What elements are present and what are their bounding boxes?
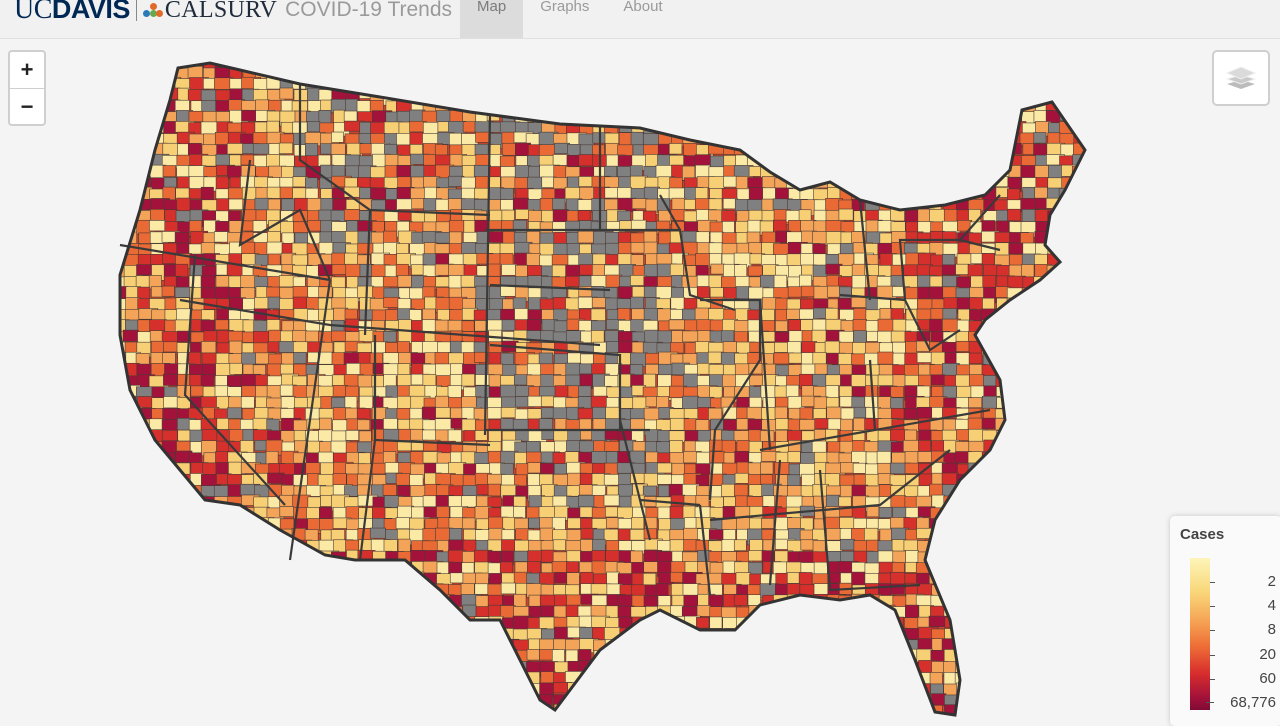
nav-tabs: Map Graphs About (460, 0, 680, 38)
legend-label: 68,776 (1230, 694, 1276, 711)
map-legend: Cases 2 4 8 20 60 68,776 (1170, 516, 1280, 726)
legend-color-scale (1190, 558, 1210, 710)
brand[interactable]: UCDAVIS CALSURV COVID-19 Trends (14, 0, 452, 30)
choropleth-map[interactable] (0, 38, 1280, 720)
layers-button[interactable] (1212, 50, 1270, 106)
legend-tick (1210, 630, 1215, 631)
zoom-control: + − (8, 50, 46, 126)
tab-about[interactable]: About (623, 0, 663, 15)
legend-label: 4 (1267, 597, 1276, 614)
legend-label: 8 (1267, 621, 1276, 638)
zoom-in-button[interactable]: + (10, 52, 44, 89)
legend-tick (1210, 582, 1215, 583)
legend-title: Cases (1180, 526, 1225, 543)
calsurv-logo-icon (142, 1, 163, 19)
logo-separator (135, 0, 137, 21)
tab-graphs[interactable]: Graphs (540, 0, 590, 15)
layers-icon (1226, 66, 1256, 89)
legend-tick (1210, 655, 1215, 656)
legend-label: 20 (1259, 646, 1276, 663)
state-borders (119, 85, 1001, 596)
legend-label: 60 (1259, 670, 1276, 687)
county-cells[interactable] (100, 50, 1119, 720)
zoom-out-button[interactable]: − (20, 94, 34, 119)
legend-label: 2 (1267, 573, 1276, 590)
navbar: UCDAVIS CALSURV COVID-19 Trends Map Grap… (0, 0, 1280, 39)
tab-map[interactable]: Map (460, 0, 524, 38)
app-title: COVID-19 Trends (285, 0, 453, 21)
legend-tick (1210, 606, 1215, 607)
legend-tick (1206, 702, 1214, 703)
ucdavis-logo: UCDAVIS (14, 0, 130, 25)
legend-tick (1210, 679, 1215, 680)
calsurv-logo: CALSURV (164, 0, 278, 23)
